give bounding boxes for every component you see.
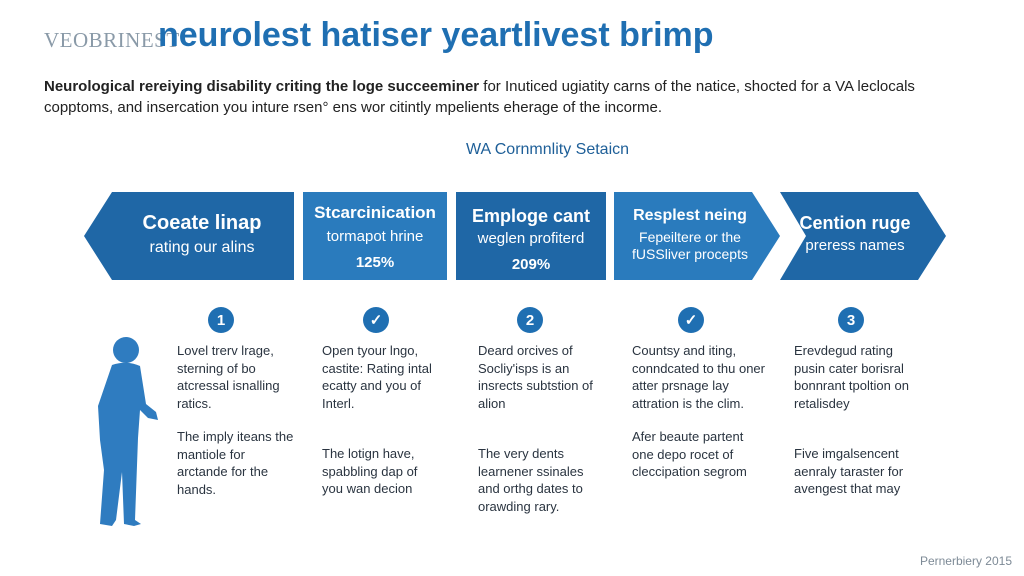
- step-4-check-badge: ✓: [678, 307, 704, 333]
- step-1-paragraph-2: The imply iteans the mantiole for arctan…: [177, 429, 294, 497]
- page-title: neurolest hatiser yeartlivest brimp: [158, 16, 714, 54]
- header: VEOBRINEST neurolest hatiser yeartlivest…: [44, 14, 1004, 58]
- step-4-paragraph-2: Afer beaute partent one depo rocet of cl…: [632, 429, 747, 479]
- step-5-subtitle: preress names: [805, 237, 905, 254]
- step-3-subtitle: weglen profiterd: [477, 230, 585, 247]
- step-3-header: Emploge cant weglen profiterd 209%: [456, 205, 606, 276]
- step-5-description: Erevdegud rating pusin cater borisral bo…: [794, 342, 920, 498]
- step-4-description: Countsy and iting, conndcated to thu one…: [632, 342, 768, 481]
- step-5-header: Cention ruge preress names: [792, 212, 918, 255]
- step-5-badge: 3: [838, 307, 864, 333]
- step-5-title: Cention ruge: [799, 213, 911, 233]
- step-1-title: Coeate linap: [142, 212, 262, 234]
- step-2-paragraph-1: Open tyour lngo, castite: Rating intal e…: [322, 343, 432, 411]
- step-5-paragraph-2: Five imgalsencent aenraly taraster for a…: [794, 446, 904, 496]
- step-1-description: Lovel trerv lrage, sterning of bo atcres…: [177, 342, 295, 498]
- step-2-paragraph-2: The lotign have, spabbling dap of you wa…: [322, 446, 418, 496]
- footer-credit: Pernerbiery 2015: [919, 554, 1012, 568]
- step-1-header: Coeate linap rating our alins: [112, 210, 292, 257]
- step-2-subtitle: tormapot hrine: [326, 228, 424, 245]
- step-4-subtitle: Fepeiltere or the fUSSliver procepts: [632, 229, 748, 262]
- intro-line-1: Neurological rereiying disability critin…: [44, 76, 994, 97]
- person-silhouette-icon: [98, 337, 158, 526]
- step-4-header: Resplest neing Fepeiltere or the fUSSliv…: [606, 205, 774, 263]
- step-2-header: Stcarcinication tormapot hrine 125%: [303, 202, 447, 274]
- step-3-paragraph-1: Deard orcives of Socliy'isps is an insre…: [478, 343, 593, 411]
- step-3-paragraph-2: The very dents learnener ssinales and or…: [478, 446, 584, 514]
- step-4-title: Resplest neing: [633, 207, 747, 224]
- brand-logo: VEOBRINEST: [44, 28, 180, 52]
- step-1-badge: 1: [208, 307, 234, 333]
- step-2-percent: 125%: [355, 254, 395, 271]
- step-1-paragraph-1: Lovel trerv lrage, sterning of bo atcres…: [177, 343, 280, 411]
- intro-line-1-bold: Neurological rereiying disability critin…: [44, 78, 480, 95]
- intro-line-1-rest: for Inuticed ugiatity carns of the natic…: [479, 78, 915, 95]
- step-3-percent: 209%: [511, 256, 551, 273]
- step-5-paragraph-1: Erevdegud rating pusin cater borisral bo…: [794, 343, 909, 411]
- section-title: WA Cornmnlity Setaicn: [466, 141, 630, 158]
- step-3-title: Emploge cant: [471, 206, 591, 226]
- intro-line-2: copptoms, and insercation you inture rse…: [44, 99, 662, 116]
- step-2-check-badge: ✓: [363, 307, 389, 333]
- step-1-subtitle: rating our alins: [149, 239, 255, 256]
- step-3-badge: 2: [517, 307, 543, 333]
- step-3-description: Deard orcives of Socliy'isps is an insre…: [478, 342, 600, 515]
- step-4-paragraph-1: Countsy and iting, conndcated to thu one…: [632, 343, 765, 411]
- step-2-title: Stcarcinication: [314, 203, 436, 222]
- step-2-description: Open tyour lngo, castite: Rating intal e…: [322, 342, 440, 498]
- intro-text: Neurological rereiying disability critin…: [44, 76, 994, 118]
